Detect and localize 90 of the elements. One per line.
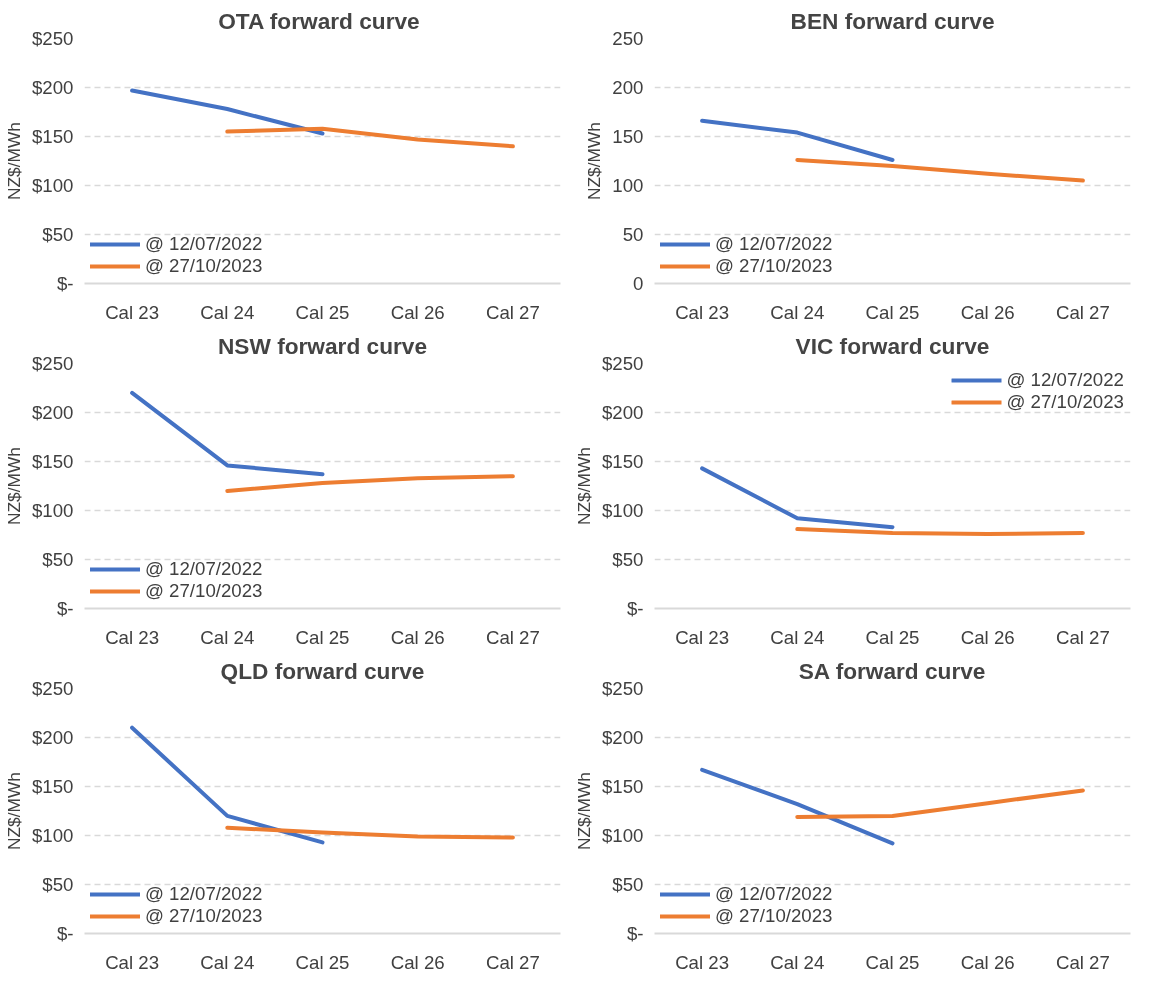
y-tick-label: $200 — [602, 727, 644, 748]
y-tick-label: $- — [626, 598, 644, 619]
x-tick-label: Cal 27 — [485, 301, 540, 323]
y-axis-title: NZ$/MWh — [4, 772, 24, 850]
x-tick-label: Cal 25 — [865, 951, 920, 973]
chart-title: SA forward curve — [798, 657, 986, 684]
x-tick-label: Cal 26 — [960, 951, 1015, 973]
x-tick-label: Cal 23 — [675, 301, 730, 323]
y-tick-label: $100 — [32, 825, 74, 846]
y-axis-title: NZ$/MWh — [4, 122, 24, 200]
y-tick-label: $200 — [32, 77, 74, 98]
legend-label: @ 27/10/2023 — [1006, 391, 1124, 413]
x-tick-label: Cal 24 — [200, 951, 255, 973]
y-tick-label: $250 — [602, 678, 644, 699]
y-tick-label: 200 — [612, 77, 644, 98]
y-tick-label: $250 — [32, 678, 74, 699]
x-tick-label: Cal 27 — [1055, 951, 1110, 973]
y-tick-label: $100 — [32, 500, 74, 521]
y-axis-title: NZ$/MWh — [574, 447, 594, 525]
x-tick-label: Cal 25 — [295, 951, 350, 973]
x-tick-label: Cal 23 — [105, 301, 160, 323]
y-tick-label: $50 — [612, 874, 644, 895]
legend-label: @ 12/07/2022 — [145, 233, 263, 255]
y-tick-label: $50 — [42, 549, 74, 570]
y-tick-label: $50 — [612, 549, 644, 570]
x-tick-label: Cal 23 — [105, 626, 160, 648]
x-tick-label: Cal 24 — [770, 301, 825, 323]
x-tick-label: Cal 26 — [390, 626, 445, 648]
x-tick-label: Cal 26 — [390, 301, 445, 323]
y-tick-label: $- — [56, 273, 74, 294]
x-tick-label: Cal 24 — [770, 626, 825, 648]
x-tick-label: Cal 27 — [485, 951, 540, 973]
y-axis-title: NZ$/MWh — [584, 122, 605, 200]
x-tick-label: Cal 27 — [1055, 626, 1110, 648]
y-tick-label: $100 — [602, 825, 644, 846]
x-tick-label: Cal 24 — [770, 951, 825, 973]
legend-label: @ 27/10/2023 — [715, 905, 833, 927]
y-tick-label: 50 — [622, 224, 644, 245]
y-tick-label: $250 — [32, 353, 74, 374]
y-tick-label: 100 — [612, 175, 644, 196]
y-tick-label: $150 — [32, 776, 74, 797]
y-tick-label: $- — [56, 598, 74, 619]
x-tick-label: Cal 23 — [675, 626, 730, 648]
chart-title: QLD forward curve — [220, 657, 425, 684]
legend-label: @ 12/07/2022 — [1006, 369, 1124, 391]
x-tick-label: Cal 25 — [295, 626, 350, 648]
legend-label: @ 27/10/2023 — [145, 255, 263, 277]
y-axis-title: NZ$/MWh — [574, 772, 594, 850]
y-tick-label: $150 — [602, 776, 644, 797]
y-tick-label: $150 — [602, 451, 644, 472]
y-tick-label: $50 — [42, 224, 74, 245]
x-tick-label: Cal 26 — [960, 301, 1015, 323]
legend-label: @ 12/07/2022 — [715, 233, 833, 255]
y-tick-label: $100 — [602, 500, 644, 521]
y-axis-title: NZ$/MWh — [4, 447, 24, 525]
y-tick-label: $- — [626, 923, 644, 944]
chart-title: NSW forward curve — [218, 332, 427, 359]
x-tick-label: Cal 25 — [295, 301, 350, 323]
y-tick-label: $100 — [32, 175, 74, 196]
y-tick-label: $200 — [32, 402, 74, 423]
y-tick-label: $- — [56, 923, 74, 944]
chart-title: OTA forward curve — [218, 7, 420, 34]
x-tick-label: Cal 24 — [200, 626, 255, 648]
y-tick-label: $250 — [602, 353, 644, 374]
x-tick-label: Cal 27 — [485, 626, 540, 648]
legend-label: @ 27/10/2023 — [145, 580, 263, 602]
y-tick-label: $150 — [32, 126, 74, 147]
y-tick-label: $200 — [32, 727, 74, 748]
legend-label: @ 12/07/2022 — [715, 883, 833, 905]
x-tick-label: Cal 25 — [865, 301, 920, 323]
legend-label: @ 27/10/2023 — [715, 255, 833, 277]
legend-label: @ 27/10/2023 — [145, 905, 263, 927]
y-tick-label: $50 — [42, 874, 74, 895]
x-tick-label: Cal 25 — [865, 626, 920, 648]
legend-label: @ 12/07/2022 — [145, 558, 263, 580]
chart-title: BEN forward curve — [790, 7, 995, 34]
y-tick-label: $200 — [602, 402, 644, 423]
y-tick-label: $250 — [32, 28, 74, 49]
y-tick-label: 150 — [612, 126, 644, 147]
x-tick-label: Cal 23 — [675, 951, 730, 973]
x-tick-label: Cal 27 — [1055, 301, 1110, 323]
x-tick-label: Cal 23 — [105, 951, 160, 973]
y-tick-label: 0 — [633, 273, 644, 294]
legend-label: @ 12/07/2022 — [145, 883, 263, 905]
y-tick-label: 250 — [612, 28, 644, 49]
y-tick-label: $150 — [32, 451, 74, 472]
x-tick-label: Cal 24 — [200, 301, 255, 323]
chart-title: VIC forward curve — [795, 332, 990, 359]
x-tick-label: Cal 26 — [960, 626, 1015, 648]
x-tick-label: Cal 26 — [390, 951, 445, 973]
